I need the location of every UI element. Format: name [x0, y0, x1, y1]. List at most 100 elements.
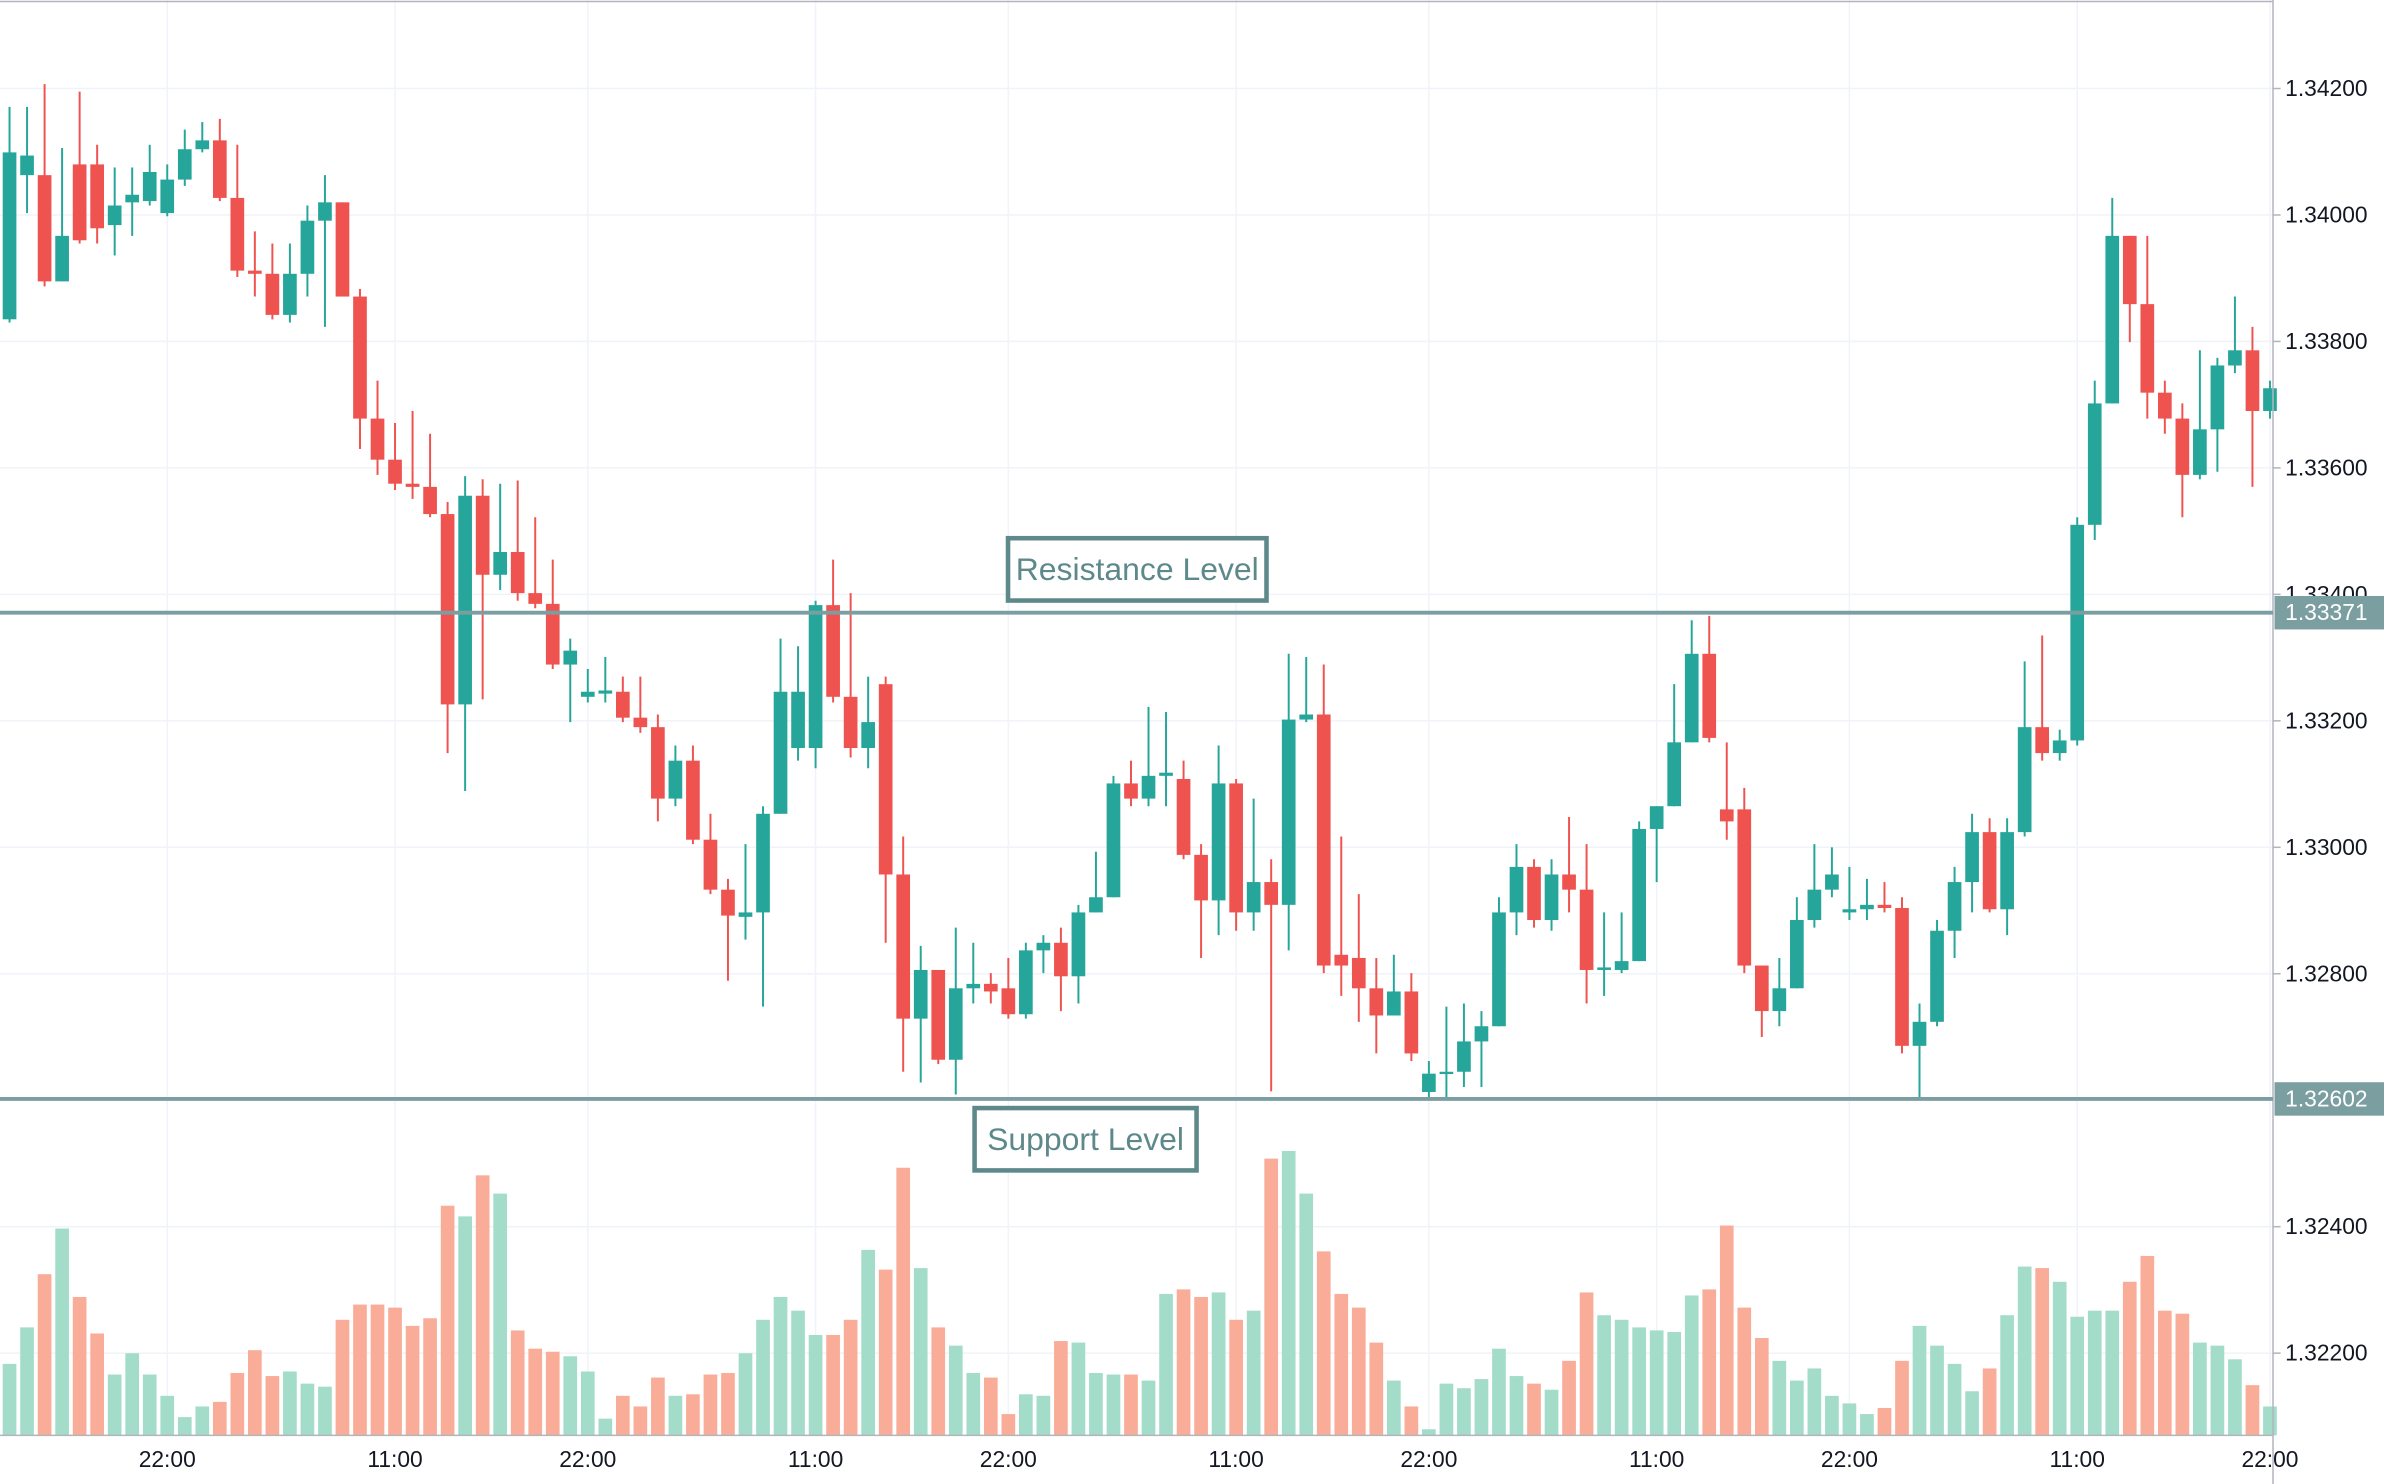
candle-body — [633, 717, 648, 728]
level-badge — [2274, 595, 2384, 630]
volume-bar — [931, 1327, 946, 1436]
candle-body — [1492, 912, 1506, 1027]
candle-body — [318, 202, 332, 221]
volume-bar — [1947, 1363, 1962, 1436]
volume-bar — [1229, 1319, 1243, 1436]
candle-body — [283, 273, 297, 315]
y-tick-label: 1.32400 — [2285, 1213, 2367, 1239]
candle-body — [1422, 1073, 1436, 1092]
volume-bar — [55, 1228, 69, 1436]
volume-bar — [1264, 1158, 1279, 1436]
level-value: 1.33371 — [2285, 599, 2367, 625]
candle-body — [1386, 991, 1401, 1016]
volume-bar — [2157, 1310, 2172, 1436]
candle-body — [1965, 832, 1979, 883]
candle-body — [948, 988, 963, 1060]
candle-body — [458, 495, 472, 705]
candle-body — [1141, 775, 1156, 799]
volume-bar — [1281, 1151, 1296, 1436]
volume-bar — [1509, 1376, 1524, 1436]
volume-bar — [1842, 1403, 1857, 1436]
candle-body — [510, 552, 525, 594]
candle-body — [1807, 889, 1822, 921]
volume-bar — [1912, 1325, 1927, 1436]
candle-body — [1895, 907, 1909, 1046]
volume-bar — [160, 1395, 175, 1436]
volume-bar — [1159, 1293, 1173, 1436]
volume-bar — [125, 1353, 140, 1436]
volume-bar — [721, 1373, 735, 1436]
candle-body — [1702, 653, 1717, 738]
volume-bar — [1562, 1360, 1576, 1436]
volume-bar — [423, 1318, 437, 1436]
volume-bar — [1614, 1319, 1629, 1436]
volume-bar — [1334, 1293, 1349, 1436]
candle-body — [2175, 418, 2190, 475]
candle-body — [55, 235, 69, 282]
volume-bar — [2210, 1345, 2225, 1436]
volume-bar — [2, 1363, 17, 1436]
candle-body — [72, 164, 87, 241]
candle-body — [1334, 954, 1349, 966]
volume-bar — [1106, 1374, 1121, 1436]
volume-bar — [475, 1175, 490, 1436]
volume-bar — [1457, 1388, 1471, 1436]
candle-body — [2, 152, 17, 320]
volume-bar — [1527, 1383, 1541, 1436]
candle-body — [1229, 783, 1243, 913]
volume-bar — [300, 1383, 315, 1436]
candle-body — [2263, 388, 2277, 412]
candle-body — [2035, 727, 2050, 754]
annotation-box — [1005, 535, 1269, 603]
volume-bar — [703, 1374, 718, 1436]
grid — [0, 0, 2274, 1436]
candle-body — [335, 202, 350, 297]
volume-bar — [1667, 1331, 1682, 1436]
candle-body — [545, 603, 560, 665]
candle-body — [791, 691, 805, 749]
volume-bar — [1194, 1296, 1208, 1436]
x-tick-label: 11:00 — [1208, 1446, 1263, 1472]
candle-body — [1737, 809, 1752, 966]
volume-bar — [1439, 1383, 1454, 1436]
volume-bar — [773, 1296, 788, 1436]
candle-body — [177, 149, 192, 180]
candle-body — [1947, 882, 1962, 931]
candle-body — [1509, 866, 1524, 913]
volume-bar — [370, 1304, 385, 1436]
candle-body — [913, 969, 928, 1019]
volume-bar — [2087, 1310, 2102, 1436]
volume-bar — [1807, 1368, 1822, 1436]
x-tick-label: 22:00 — [980, 1446, 1037, 1472]
volume-bar — [1089, 1373, 1103, 1436]
volume-bar — [1404, 1406, 1419, 1436]
volume-bar — [1492, 1348, 1506, 1436]
candle-body — [966, 983, 981, 989]
volume-bar — [1754, 1338, 1769, 1436]
candle-body — [1527, 866, 1541, 921]
candle-body — [212, 140, 227, 198]
volume-bar — [2263, 1406, 2277, 1436]
x-tick-label: 22:00 — [139, 1446, 196, 1472]
candle-body — [1071, 912, 1086, 977]
candle-body — [300, 220, 315, 274]
volume-bar — [1632, 1327, 1646, 1436]
volume-bar — [1019, 1394, 1033, 1436]
y-tick-label: 1.34000 — [2285, 202, 2367, 228]
y-tick-label: 1.34200 — [2285, 75, 2367, 101]
candle-body — [2157, 392, 2172, 419]
y-tick-label: 1.33600 — [2285, 454, 2367, 480]
candle-body — [1211, 783, 1226, 901]
candle-body — [668, 760, 683, 799]
volume-bar — [738, 1353, 753, 1436]
candle-body — [142, 171, 157, 202]
volume-bar — [1860, 1414, 1874, 1436]
volume-bar — [1877, 1407, 1892, 1436]
volume-bar — [983, 1377, 998, 1436]
volume-bar — [1649, 1330, 1664, 1436]
volume-bar — [1772, 1360, 1787, 1436]
